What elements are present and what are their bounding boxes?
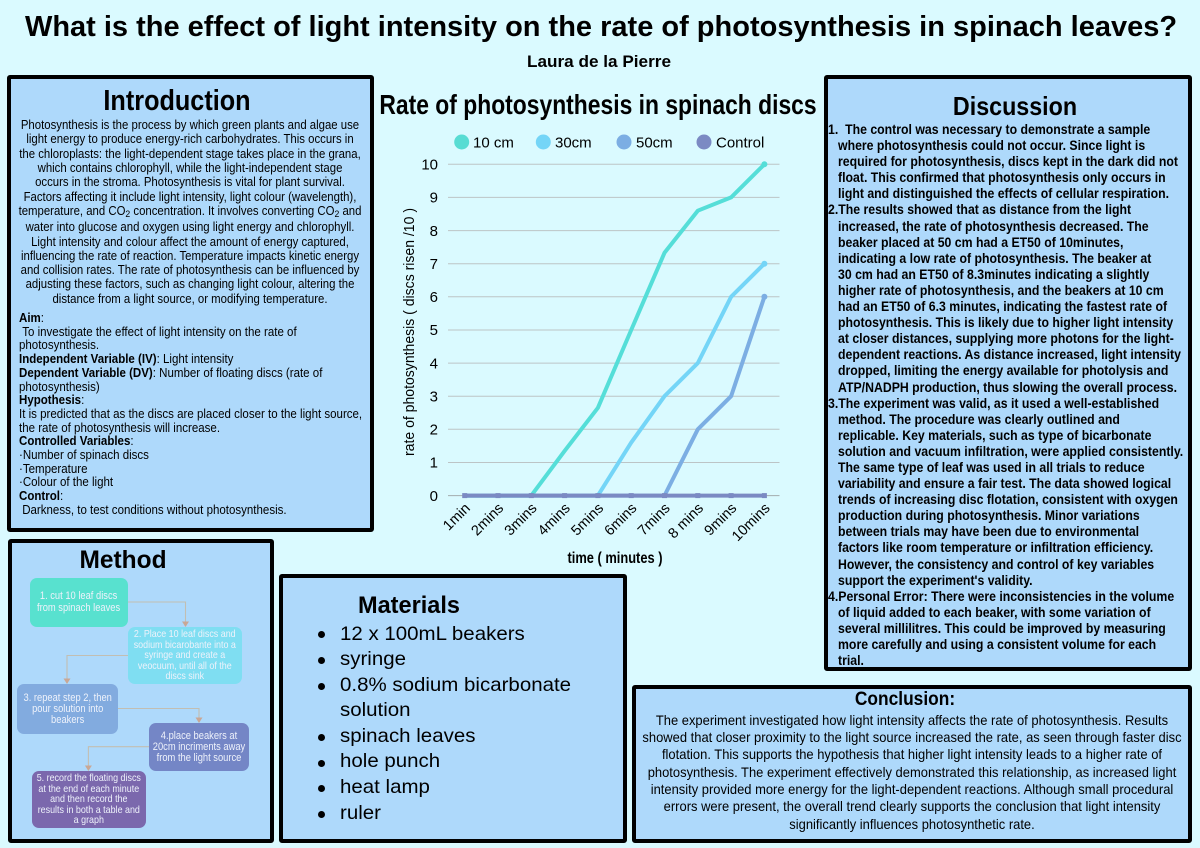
svg-text:6: 6 (430, 289, 438, 306)
svg-text:1: 1 (430, 455, 438, 472)
svg-text:50cm: 50cm (636, 135, 673, 152)
svg-text:30cm: 30cm (555, 135, 592, 152)
svg-text:4mins: 4mins (535, 501, 574, 540)
svg-text:Control: Control (716, 135, 764, 152)
svg-text:9: 9 (430, 190, 438, 207)
svg-text:10: 10 (421, 157, 438, 174)
svg-text:2mins: 2mins (468, 501, 507, 540)
svg-text:5: 5 (430, 322, 438, 339)
svg-text:8: 8 (430, 223, 438, 240)
svg-text:5mins: 5mins (568, 501, 607, 540)
svg-text:10 cm: 10 cm (473, 135, 514, 152)
svg-text:2: 2 (430, 422, 438, 439)
svg-text:6mins: 6mins (602, 501, 641, 540)
svg-text:time ( minutes ): time ( minutes ) (568, 550, 663, 567)
svg-text:8 mins: 8 mins (665, 501, 707, 543)
svg-text:3mins: 3mins (502, 501, 541, 540)
svg-text:4: 4 (430, 355, 438, 372)
svg-text:rate of photosynthesis ( discs: rate of photosynthesis ( discs risen /10… (402, 208, 418, 456)
svg-text:10mins: 10mins (729, 501, 773, 545)
svg-text:0: 0 (430, 488, 438, 505)
svg-text:3: 3 (430, 388, 438, 405)
svg-text:7: 7 (430, 256, 438, 273)
